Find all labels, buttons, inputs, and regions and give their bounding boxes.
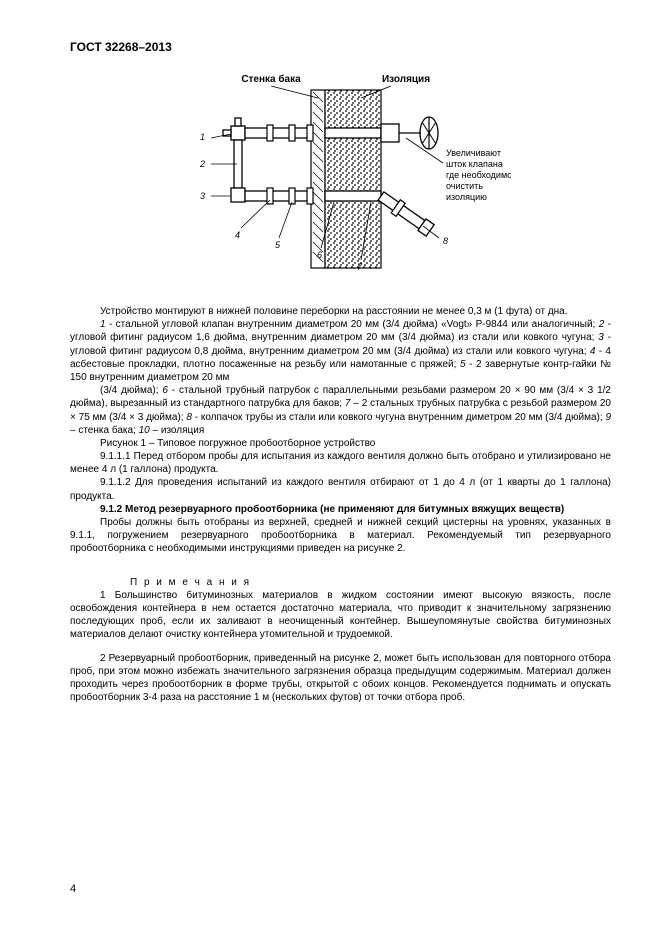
fig-note-line5: изоляцию	[446, 192, 487, 202]
fig-note-line4: очистить	[446, 181, 483, 191]
label-wall: Стенка бака	[241, 73, 301, 85]
callout-1: 1	[199, 132, 204, 142]
callout-6: 6	[317, 250, 322, 260]
label-insulation: Изоляция	[381, 74, 429, 85]
notes-title: П р и м е ч а н и я	[70, 576, 611, 589]
callout-4: 4	[235, 230, 240, 240]
fig-note-line1: Увеличивают	[446, 148, 501, 158]
callout-3: 3	[199, 191, 204, 201]
callout-5: 5	[275, 240, 281, 250]
note-2: 2 Резервуарный пробоотборник, приведенны…	[70, 652, 611, 705]
para-8: Пробы должны быть отобраны из верхней, с…	[70, 516, 611, 556]
page-number: 4	[70, 883, 76, 895]
doc-header: ГОСТ 32268–2013	[70, 40, 611, 54]
figure-caption: Рисунок 1 – Типовое погружное пробоотбор…	[70, 437, 611, 450]
para-5: 9.1.1.1 Перед отбором пробы для испытани…	[70, 450, 611, 476]
figure-1: Стенка бака Изоляция	[70, 68, 611, 293]
body-text: Устройство монтируют в нижней половине п…	[70, 305, 611, 704]
para-7: 9.1.2 Метод резервуарного пробоотборника…	[70, 503, 611, 516]
para-1: Устройство монтируют в нижней половине п…	[70, 305, 611, 318]
note-1: 1 Большинство битуминозных материалов в …	[70, 589, 611, 642]
fig-note-line3: где необходимо	[446, 170, 511, 180]
para-3: (3/4 дюйма); 6 - стальной трубный патруб…	[70, 384, 611, 437]
callout-8: 8	[443, 236, 448, 246]
fig-note-line2: шток клапана	[446, 159, 503, 169]
para-2: 1 - стальной угловой клапан внутренним д…	[70, 318, 611, 384]
callout-2: 2	[198, 159, 204, 169]
para-6: 9.1.1.2 Для проведения испытаний из кажд…	[70, 476, 611, 502]
